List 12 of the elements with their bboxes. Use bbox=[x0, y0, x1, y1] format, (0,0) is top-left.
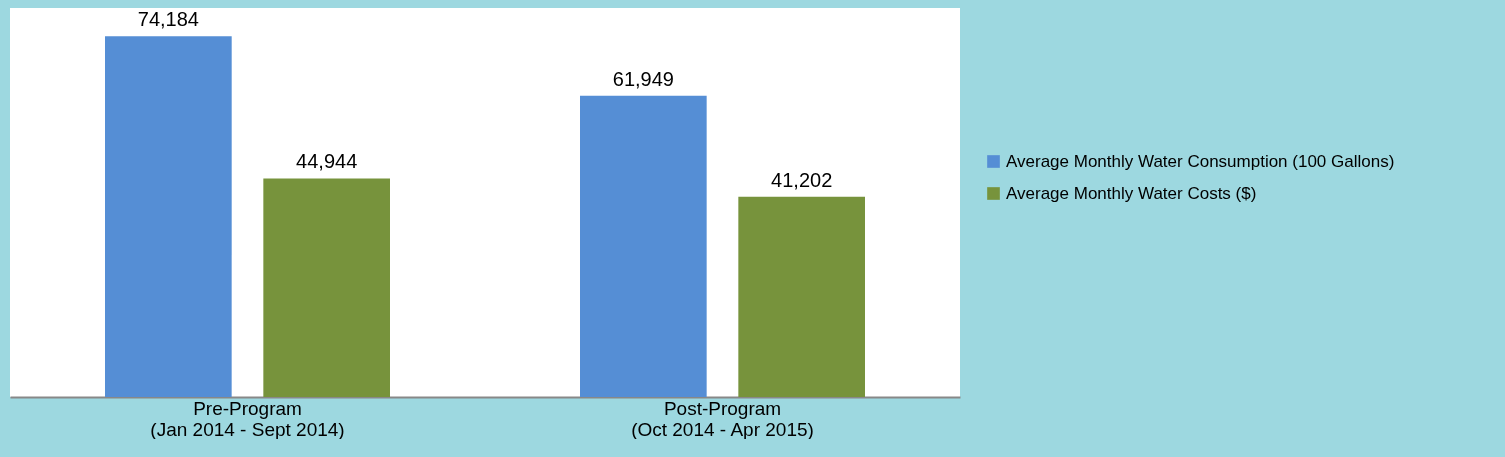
data-label: 41,202 bbox=[771, 168, 833, 191]
bar bbox=[263, 178, 390, 397]
bar bbox=[105, 36, 232, 397]
x-tick-label: Post-Program (Oct 2014 - Apr 2015) bbox=[631, 397, 814, 440]
bar bbox=[580, 95, 707, 397]
legend-label: Average Monthly Water Costs ($) bbox=[1006, 183, 1257, 203]
data-label: 74,184 bbox=[137, 8, 199, 31]
data-label: 44,944 bbox=[296, 150, 358, 173]
data-label: 61,949 bbox=[612, 67, 674, 90]
legend-label: Average Monthly Water Consumption (100 Gallons) bbox=[1006, 151, 1395, 171]
x-tick-label: Pre-Program (Jan 2014 - Sept 2014) bbox=[150, 397, 345, 440]
bar bbox=[738, 196, 865, 397]
